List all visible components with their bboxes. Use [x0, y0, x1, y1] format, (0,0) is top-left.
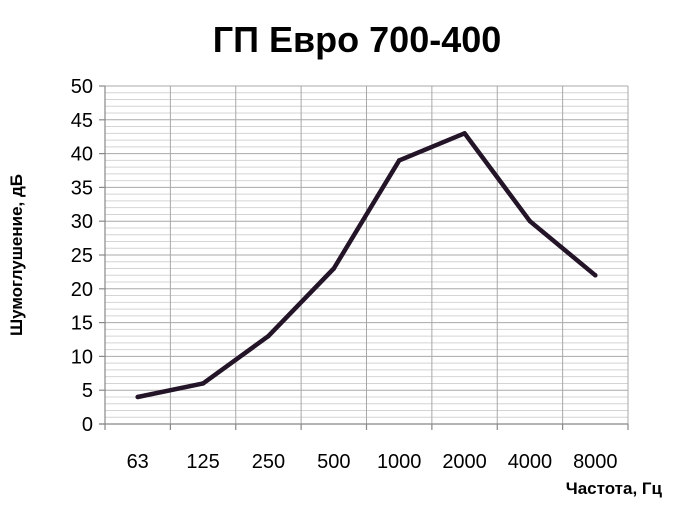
y-tick-label: 0 [82, 414, 93, 436]
y-tick-label: 10 [71, 346, 93, 368]
data-point [462, 131, 467, 136]
x-tick-label: 125 [186, 451, 219, 473]
data-point [527, 219, 533, 224]
y-tick-label: 45 [71, 110, 93, 132]
data-point [266, 333, 271, 339]
y-tick-label: 50 [71, 76, 93, 98]
y-tick-label: 35 [71, 177, 93, 199]
y-tick-label: 40 [71, 144, 93, 166]
y-tick-label: 15 [71, 313, 93, 335]
y-tick-label: 5 [82, 380, 93, 402]
series-layer [135, 131, 598, 400]
x-tick-label: 8000 [573, 451, 618, 473]
y-tick-label: 30 [71, 211, 93, 233]
data-point [593, 273, 598, 278]
axes [99, 85, 629, 430]
x-tick-label: 500 [317, 451, 350, 473]
x-tick-label: 1000 [377, 451, 422, 473]
data-point [200, 381, 206, 386]
data-point [331, 266, 337, 271]
y-tick-labels: 0 5 10 15 20 25 30 35 40 45 50 [71, 76, 93, 436]
x-tick-label: 4000 [508, 451, 553, 473]
y-axis-label: Шумоглушение, дБ [7, 174, 26, 336]
data-point [396, 158, 402, 163]
series-line [135, 131, 598, 400]
x-tick-labels: 63 125 250 500 1000 2000 4000 8000 [127, 451, 618, 473]
x-tick-label: 63 [127, 451, 149, 473]
chart-title: ГП Евро 700-400 [213, 19, 502, 60]
y-tick-label: 25 [71, 245, 93, 267]
y-tick-label: 20 [71, 279, 93, 301]
x-tick-label: 2000 [442, 451, 487, 473]
x-tick-label: 250 [252, 451, 285, 473]
x-axis-label: Частота, Гц [566, 479, 663, 498]
data-point [135, 394, 140, 400]
major-gridlines [105, 85, 629, 425]
